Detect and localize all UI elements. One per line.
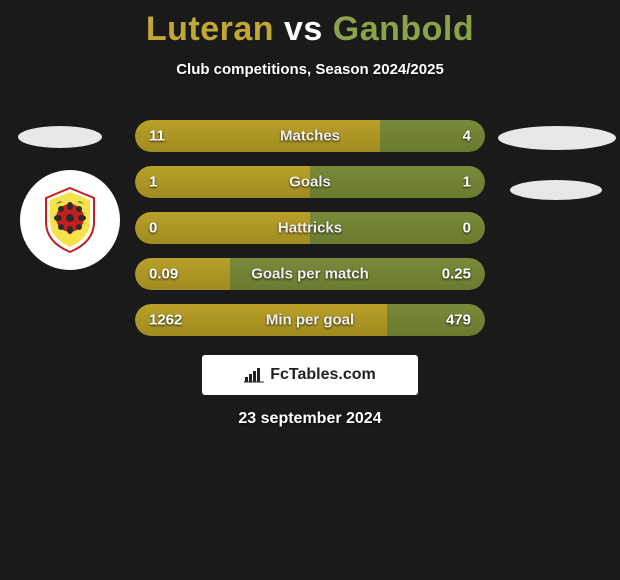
stat-right-value: 4 (463, 128, 471, 145)
stat-label: Goals per match (251, 266, 369, 283)
stat-label: Min per goal (266, 312, 354, 329)
page-title: Luteran vs Ganbold (0, 0, 620, 49)
stat-row: 1 1 Goals (135, 166, 485, 198)
subtitle: Club competitions, Season 2024/2025 (0, 61, 620, 78)
stat-row: 11 4 Matches (135, 120, 485, 152)
placeholder-ellipse-top-right (498, 126, 616, 150)
stat-label: Goals (289, 174, 331, 191)
stat-right-value: 1 (463, 174, 471, 191)
stat-right-value: 0 (463, 220, 471, 237)
stat-left-value: 0 (149, 220, 157, 237)
vs-text: vs (284, 10, 333, 48)
club-crest-icon (34, 184, 106, 256)
stat-label: Hattricks (278, 220, 342, 237)
stat-left-value: 11 (149, 128, 165, 145)
stat-row: 0 0 Hattricks (135, 212, 485, 244)
stat-right-value: 479 (446, 312, 471, 329)
stats-bars: 114Matches11Goals00Hattricks0.090.25Goal… (135, 120, 485, 350)
placeholder-ellipse-mid-right (510, 180, 602, 200)
stat-row: 0.09 0.25 Goals per match (135, 258, 485, 290)
stat-bar-right (310, 166, 485, 198)
player2-name: Ganbold (333, 10, 474, 48)
fctables-badge[interactable]: FcTables.com (202, 355, 418, 395)
placeholder-ellipse-top-left (18, 126, 102, 148)
bar-chart-icon (244, 367, 264, 383)
club-logo (20, 170, 120, 270)
stat-left-value: 1262 (149, 312, 182, 329)
stat-right-value: 0.25 (442, 266, 471, 283)
player1-name: Luteran (146, 10, 274, 48)
stat-row: 1262 479 Min per goal (135, 304, 485, 336)
stat-label: Matches (280, 128, 340, 145)
stat-left-value: 1 (149, 174, 157, 191)
stat-bar-left (135, 166, 310, 198)
stat-left-value: 0.09 (149, 266, 178, 283)
stat-bar-left (135, 120, 380, 152)
fctables-label: FcTables.com (270, 366, 376, 384)
date-text: 23 september 2024 (238, 410, 381, 428)
